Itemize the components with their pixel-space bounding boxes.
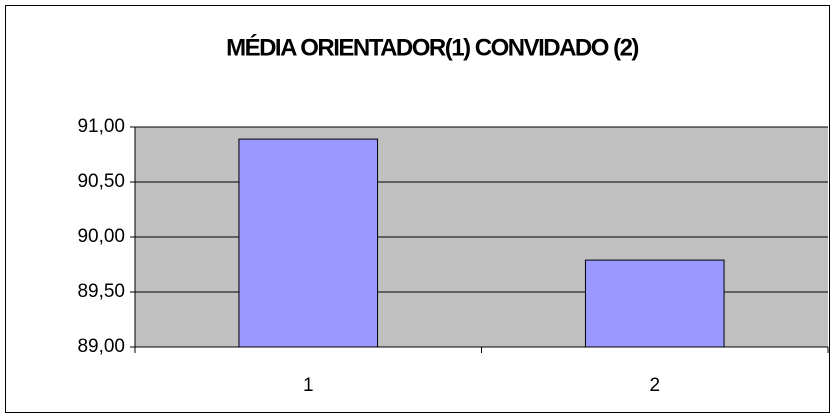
x-tick-label: 2	[649, 375, 660, 396]
y-tick-label: 90,00	[77, 226, 125, 247]
bar	[584, 259, 725, 348]
y-tick-label: 89,00	[77, 336, 125, 357]
y-tick-label: 90,50	[77, 171, 125, 192]
x-tick-label: 1	[303, 375, 314, 396]
y-tick-label: 91,00	[77, 116, 125, 137]
y-tick-label: 89,50	[77, 281, 125, 302]
chart-title: MÉDIA ORIENTADOR(1) CONVIDADO (2)	[226, 33, 638, 61]
bar	[238, 138, 379, 348]
